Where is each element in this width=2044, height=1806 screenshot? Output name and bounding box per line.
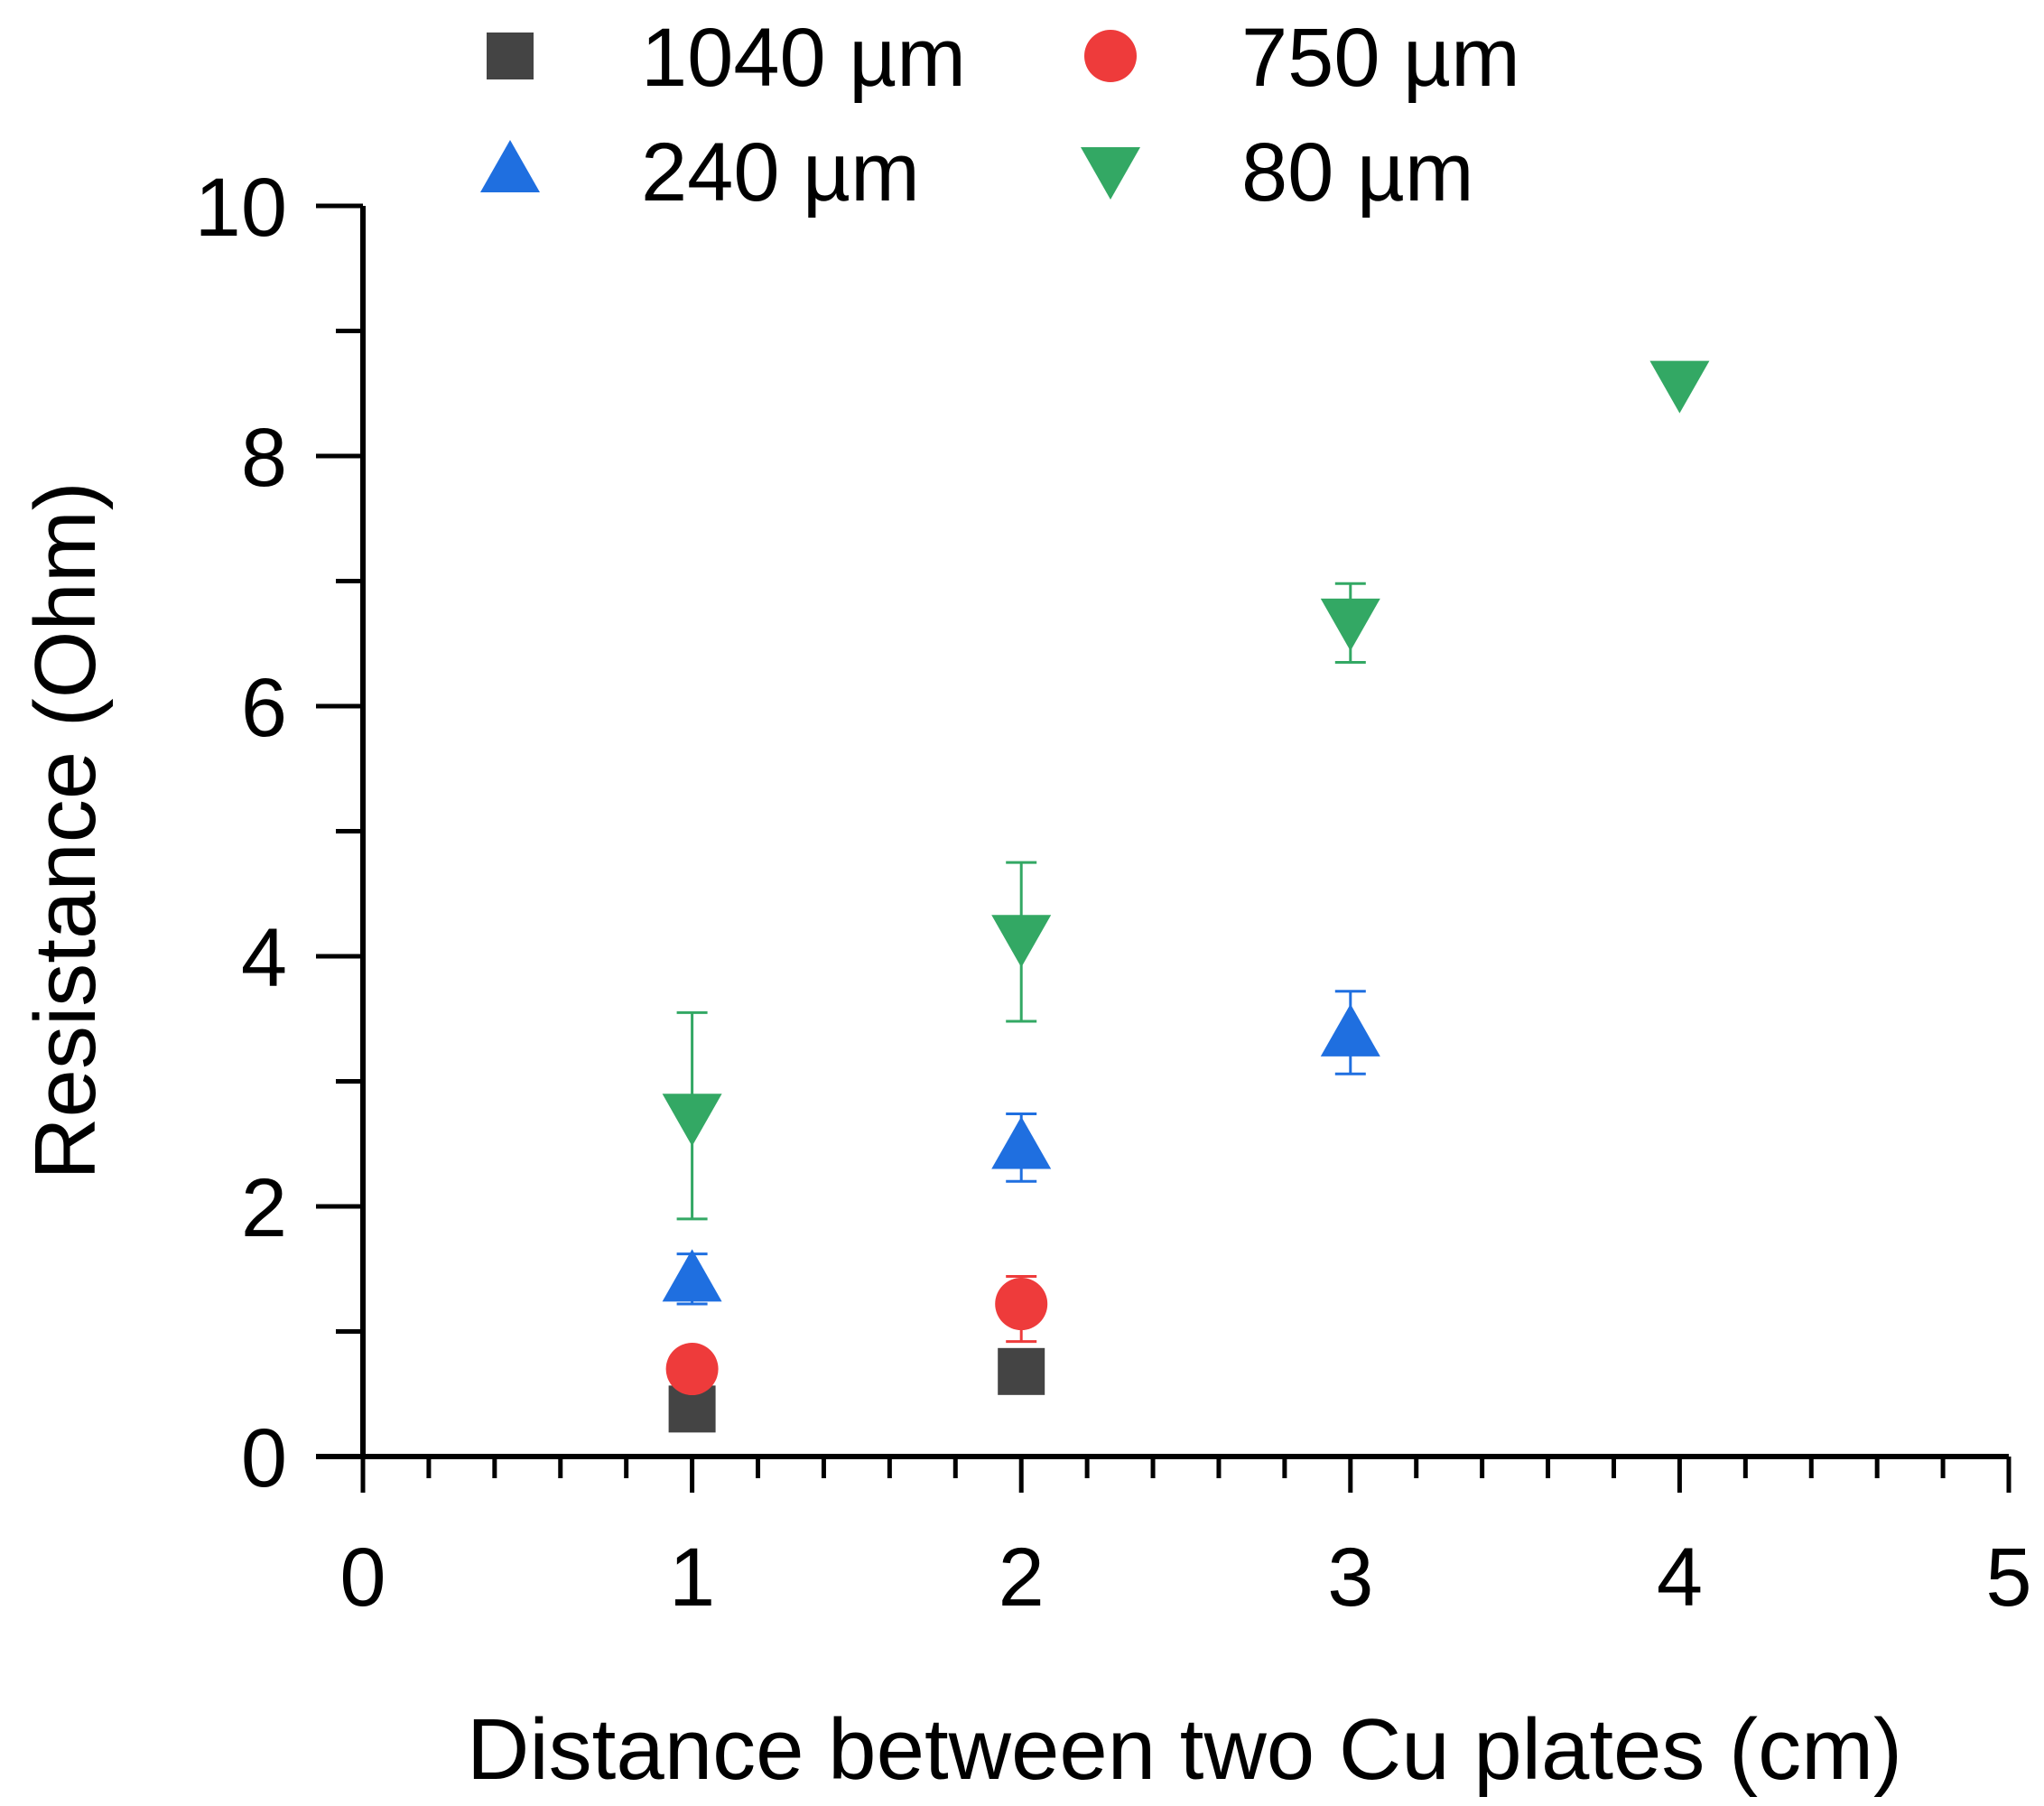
series-3 (662, 360, 1710, 1221)
y-axis-title: Resistance (Ohm) (17, 481, 114, 1180)
axes (316, 206, 2009, 1459)
y-tick-label: 0 (241, 1412, 287, 1504)
data-point (1649, 360, 1710, 414)
legend-marker-symbol (1081, 147, 1140, 200)
y-tick-label: 8 (241, 412, 287, 504)
legend-marker-3 (1081, 147, 1140, 200)
x-tick-label: 0 (339, 1531, 386, 1624)
x-tick-label: 3 (1327, 1531, 1373, 1624)
data-point (991, 1116, 1052, 1169)
x-tick-label: 1 (669, 1531, 715, 1624)
series-0 (668, 1347, 1045, 1433)
y-tick-label: 4 (241, 912, 287, 1004)
legend: 1040 µm 750 µm 240 µm 80 µm (480, 12, 1520, 219)
y-tick-label: 6 (241, 662, 287, 754)
data-point (998, 1347, 1045, 1395)
data-point (1320, 1003, 1380, 1057)
x-tick-label: 5 (1985, 1531, 2031, 1624)
data-point (995, 1278, 1048, 1331)
tick-labels: 0 1 2 3 4 5 0 2 4 6 8 10 (195, 162, 2032, 1624)
legend-marker-symbol (1084, 30, 1137, 82)
x-axis-title: Distance between two Cu plates (cm) (467, 1701, 1902, 1798)
plot-marks (662, 360, 1710, 1433)
data-point (665, 1343, 719, 1396)
series-1 (665, 1275, 1048, 1396)
legend-marker-symbol (487, 33, 534, 79)
ticks (316, 203, 2011, 1493)
legend-label-1: 750 µm (1241, 12, 1520, 104)
legend-marker-symbol (480, 140, 540, 192)
data-point (991, 915, 1052, 968)
data-point (662, 1249, 722, 1302)
series-2 (662, 990, 1380, 1306)
y-tick-label: 10 (195, 162, 287, 254)
y-tick-label: 2 (241, 1162, 287, 1254)
data-point (1320, 598, 1380, 651)
legend-label-2: 240 µm (641, 126, 920, 219)
legend-marker-1 (1084, 30, 1137, 82)
x-tick-label: 4 (1657, 1531, 1703, 1624)
x-tick-label: 2 (999, 1531, 1045, 1624)
legend-label-3: 80 µm (1241, 126, 1474, 219)
legend-label-0: 1040 µm (641, 12, 966, 104)
legend-marker-2 (480, 140, 540, 192)
data-point (662, 1094, 722, 1147)
legend-marker-0 (487, 33, 534, 79)
